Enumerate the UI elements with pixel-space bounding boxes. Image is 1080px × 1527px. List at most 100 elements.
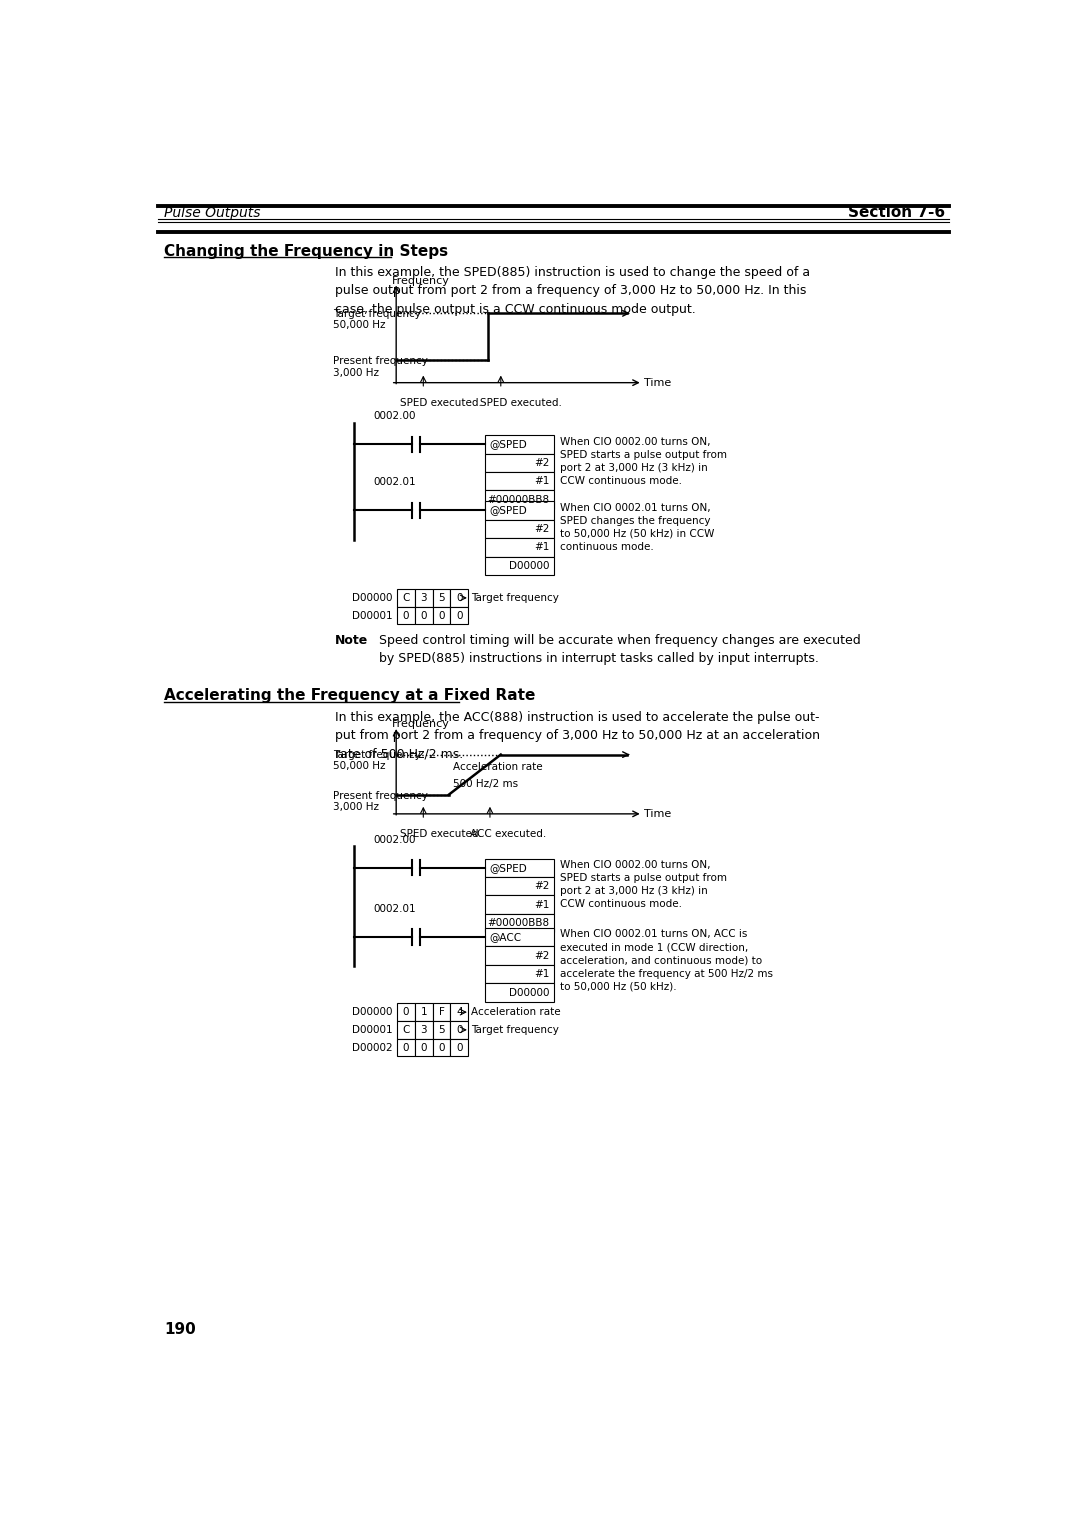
- FancyBboxPatch shape: [450, 1038, 469, 1057]
- FancyBboxPatch shape: [450, 1003, 469, 1022]
- Text: 0: 0: [403, 1043, 409, 1052]
- Text: In this example, the SPED(885) instruction is used to change the speed of a
puls: In this example, the SPED(885) instructi…: [335, 266, 810, 316]
- Text: 5: 5: [438, 1025, 445, 1035]
- Text: Target frequency: Target frequency: [333, 308, 420, 319]
- Text: D00001: D00001: [352, 1025, 392, 1035]
- Text: D00000: D00000: [352, 592, 392, 603]
- FancyBboxPatch shape: [450, 606, 469, 625]
- Text: @SPED: @SPED: [489, 863, 527, 873]
- Text: 0002.01: 0002.01: [374, 478, 416, 487]
- Text: #1: #1: [535, 542, 550, 553]
- FancyBboxPatch shape: [485, 538, 554, 557]
- Text: SPED executed.: SPED executed.: [400, 399, 482, 408]
- Text: 0: 0: [456, 592, 462, 603]
- Text: 3,000 Hz: 3,000 Hz: [333, 802, 379, 812]
- Text: to 50,000 Hz (50 kHz) in CCW: to 50,000 Hz (50 kHz) in CCW: [559, 528, 714, 539]
- Text: Target frequency: Target frequency: [471, 592, 559, 603]
- Text: 0: 0: [403, 1008, 409, 1017]
- Text: 0: 0: [420, 1043, 427, 1052]
- Text: @ACC: @ACC: [489, 931, 522, 942]
- FancyBboxPatch shape: [433, 1022, 450, 1038]
- Text: SPED starts a pulse output from: SPED starts a pulse output from: [559, 449, 727, 460]
- Text: @SPED: @SPED: [489, 440, 527, 449]
- FancyBboxPatch shape: [397, 606, 415, 625]
- Text: #1: #1: [535, 970, 550, 979]
- Text: D00000: D00000: [509, 988, 550, 997]
- Text: Changing the Frequency in Steps: Changing the Frequency in Steps: [164, 244, 448, 260]
- FancyBboxPatch shape: [433, 1038, 450, 1057]
- Text: #1: #1: [535, 476, 550, 486]
- Text: 5: 5: [438, 592, 445, 603]
- Text: 3: 3: [420, 1025, 427, 1035]
- FancyBboxPatch shape: [415, 606, 433, 625]
- Text: Acceleration rate: Acceleration rate: [471, 1008, 561, 1017]
- FancyBboxPatch shape: [485, 435, 554, 454]
- Text: Frequency: Frequency: [392, 276, 450, 286]
- FancyBboxPatch shape: [433, 589, 450, 606]
- Text: SPED executed.: SPED executed.: [400, 829, 482, 840]
- Text: 0: 0: [438, 1043, 445, 1052]
- Text: 0002.00: 0002.00: [374, 835, 416, 844]
- FancyBboxPatch shape: [485, 928, 554, 947]
- Text: SPED executed.: SPED executed.: [480, 399, 562, 408]
- Text: 3: 3: [420, 592, 427, 603]
- FancyBboxPatch shape: [450, 589, 469, 606]
- Text: 0: 0: [456, 611, 462, 620]
- Text: F: F: [438, 1008, 445, 1017]
- Text: D00001: D00001: [352, 611, 392, 620]
- FancyBboxPatch shape: [485, 876, 554, 895]
- Text: Present frequency: Present frequency: [333, 791, 428, 800]
- Text: 500 Hz/2 ms: 500 Hz/2 ms: [453, 779, 518, 789]
- Text: D00000: D00000: [352, 1008, 392, 1017]
- Text: #00000BB8: #00000BB8: [487, 918, 550, 928]
- Text: 0002.00: 0002.00: [374, 411, 416, 421]
- Text: port 2 at 3,000 Hz (3 kHz) in: port 2 at 3,000 Hz (3 kHz) in: [559, 886, 707, 896]
- FancyBboxPatch shape: [485, 947, 554, 965]
- FancyBboxPatch shape: [485, 454, 554, 472]
- Text: D00002: D00002: [352, 1043, 392, 1052]
- Text: #2: #2: [535, 881, 550, 892]
- Text: 0: 0: [438, 611, 445, 620]
- Text: 0: 0: [456, 1025, 462, 1035]
- Text: Section 7-6: Section 7-6: [848, 206, 945, 220]
- FancyBboxPatch shape: [485, 915, 554, 933]
- Text: SPED starts a pulse output from: SPED starts a pulse output from: [559, 873, 727, 883]
- Text: accelerate the frequency at 500 Hz/2 ms: accelerate the frequency at 500 Hz/2 ms: [559, 968, 772, 979]
- FancyBboxPatch shape: [485, 472, 554, 490]
- Text: Target frequency: Target frequency: [333, 750, 420, 760]
- Text: 0: 0: [420, 611, 427, 620]
- Text: Target frequency: Target frequency: [471, 1025, 559, 1035]
- FancyBboxPatch shape: [485, 501, 554, 519]
- Text: CCW continuous mode.: CCW continuous mode.: [559, 899, 681, 910]
- Text: C: C: [402, 592, 409, 603]
- FancyBboxPatch shape: [485, 557, 554, 576]
- Text: Speed control timing will be accurate when frequency changes are executed
by SPE: Speed control timing will be accurate wh…: [379, 634, 861, 666]
- Text: When CIO 0002.00 turns ON,: When CIO 0002.00 turns ON,: [559, 860, 711, 870]
- Text: C: C: [402, 1025, 409, 1035]
- FancyBboxPatch shape: [415, 589, 433, 606]
- Text: #2: #2: [535, 458, 550, 467]
- Text: When CIO 0002.00 turns ON,: When CIO 0002.00 turns ON,: [559, 437, 711, 446]
- Text: continuous mode.: continuous mode.: [559, 542, 653, 553]
- FancyBboxPatch shape: [415, 1022, 433, 1038]
- Text: 0: 0: [456, 1043, 462, 1052]
- Text: Pulse Outputs: Pulse Outputs: [164, 206, 261, 220]
- Text: SPED changes the frequency: SPED changes the frequency: [559, 516, 711, 525]
- FancyBboxPatch shape: [450, 1022, 469, 1038]
- Text: #1: #1: [535, 899, 550, 910]
- Text: 3,000 Hz: 3,000 Hz: [333, 368, 379, 379]
- FancyBboxPatch shape: [433, 606, 450, 625]
- Text: Time: Time: [644, 377, 672, 388]
- Text: When CIO 0002.01 turns ON, ACC is: When CIO 0002.01 turns ON, ACC is: [559, 930, 747, 939]
- FancyBboxPatch shape: [397, 1038, 415, 1057]
- Text: In this example, the ACC(888) instruction is used to accelerate the pulse out-
p: In this example, the ACC(888) instructio…: [335, 710, 820, 760]
- Text: ACC executed.: ACC executed.: [470, 829, 546, 840]
- Text: 190: 190: [164, 1322, 197, 1338]
- Text: @SPED: @SPED: [489, 505, 527, 516]
- FancyBboxPatch shape: [415, 1038, 433, 1057]
- Text: Acceleration rate: Acceleration rate: [453, 762, 542, 771]
- Text: #2: #2: [535, 524, 550, 534]
- FancyBboxPatch shape: [485, 895, 554, 915]
- Text: 0: 0: [403, 611, 409, 620]
- FancyBboxPatch shape: [485, 519, 554, 538]
